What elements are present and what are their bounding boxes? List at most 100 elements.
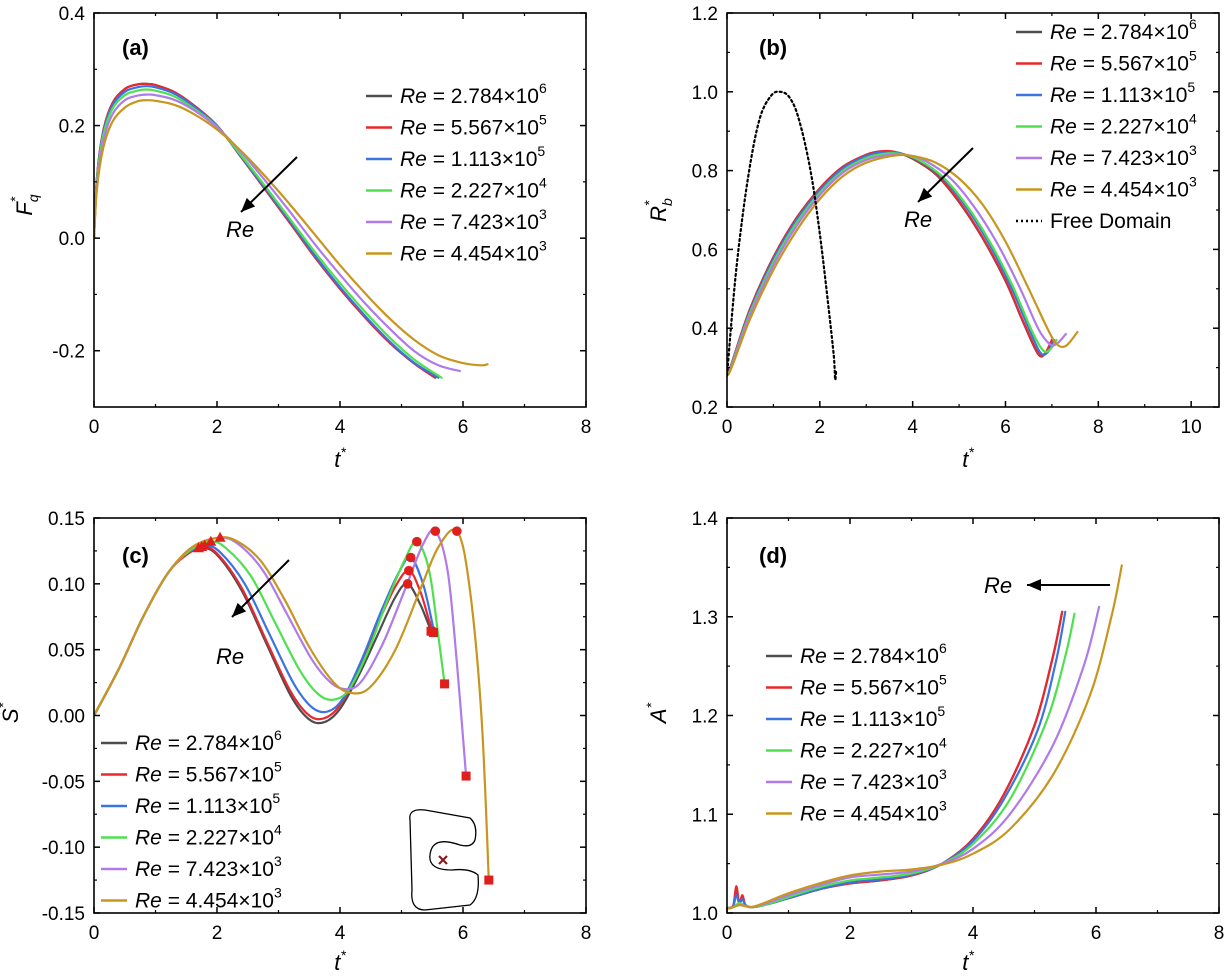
inset-outline: [409, 809, 479, 911]
y-tick-label: -0.2: [52, 342, 85, 363]
x-tick-label: 2: [212, 923, 223, 944]
triangle-marker: [205, 535, 217, 546]
x-tick-label: 10: [1181, 417, 1202, 438]
legend-entry-1: Re = 5.567×105: [400, 112, 547, 140]
legend-entry-3: Re = 2.227×104: [1050, 111, 1197, 139]
y-tick-label: -0.15: [42, 904, 85, 925]
y-tick-label: 0.05: [48, 641, 85, 662]
x-tick-label: 0: [722, 417, 733, 438]
x-axis-label: t*: [962, 444, 974, 472]
circle-marker: [412, 536, 422, 547]
y-axis-label: Rb*: [641, 198, 675, 222]
y-tick-label: 1.0: [692, 83, 718, 104]
square-marker: [484, 875, 494, 885]
y-tick-label: 0.8: [692, 162, 718, 183]
square-marker: [428, 628, 438, 638]
x-tick-label: 2: [212, 417, 223, 438]
y-tick-label: 1.3: [692, 608, 718, 629]
markers-group: [193, 526, 494, 885]
x-tick-label: 8: [581, 923, 592, 944]
series-line-6: [727, 90, 838, 381]
y-tick-label: -0.05: [42, 772, 85, 793]
y-tick-label: 0.2: [59, 117, 85, 138]
legend-entry-4: Re = 7.423×103: [1050, 142, 1197, 170]
circle-marker: [402, 579, 413, 589]
legend: Re = 2.784×106 Re = 5.567×105 Re = 1.113×1…: [101, 727, 282, 913]
square-marker: [440, 679, 450, 689]
legend-entry-1: Re = 5.567×105: [800, 672, 947, 700]
panel-d: 0 2 4 6 8 1.0 1.1 1.2 1.3 1.4 t* A* (d) Re = 2.784×10…: [643, 509, 1224, 975]
legend-entry-3: Re = 2.227×104: [800, 735, 947, 763]
legend-entry-4: Re = 7.423×103: [800, 766, 947, 794]
x-tick-label: 4: [335, 417, 346, 438]
y-tick-label: 0.6: [692, 240, 718, 261]
circle-marker: [452, 526, 462, 536]
y-tick-label: 0.4: [692, 319, 719, 340]
y-tick-label: 0.00: [48, 707, 85, 728]
legend-entry-3: Re = 2.227×104: [135, 822, 282, 850]
series-line-3: [94, 88, 443, 379]
x-axis-label: t*: [334, 947, 346, 975]
y-tick-label: 1.2: [692, 707, 718, 728]
x-tick-label: 4: [335, 923, 346, 944]
axes-frame: [93, 517, 587, 914]
y-axis-label: Fq*: [7, 194, 41, 215]
series-group: [727, 90, 1079, 381]
legend-entry-5: Re = 4.454×103: [135, 885, 282, 913]
re-annotation: Re: [984, 573, 1012, 598]
legend-entry-1: Re = 5.567×105: [1050, 48, 1197, 76]
circle-marker: [404, 565, 414, 576]
legend-entry-2: Re = 1.113×105: [1050, 79, 1195, 107]
panel-label: (a): [122, 35, 149, 60]
re-annotation: Re: [216, 644, 244, 669]
x-tick-label: 8: [1093, 417, 1104, 438]
x-tick-label: 6: [458, 417, 469, 438]
circle-marker: [430, 526, 441, 536]
y-tick-label: 0.2: [692, 398, 718, 419]
y-tick-label: 0.10: [48, 575, 85, 596]
legend-entry-2: Re = 1.113×105: [400, 143, 545, 171]
panel-a: 0 2 4 6 8 -0.2 0.0 0.2 0.4 t* Fq* (a) Re = 2.784×106…: [7, 4, 591, 472]
legend-entry-2: Re = 1.113×105: [135, 790, 280, 818]
x-tick-label: 2: [845, 923, 856, 944]
x-tick-label: 2: [815, 417, 826, 438]
triangle-marker: [199, 539, 211, 550]
re-arrow-head: [1027, 579, 1041, 591]
series-line-5: [94, 99, 489, 367]
circle-marker: [405, 552, 416, 563]
panel-label: (b): [759, 35, 787, 60]
y-tick-label: -0.10: [42, 838, 85, 859]
y-tick-label: 0.15: [48, 509, 85, 530]
series-line-4: [94, 93, 461, 373]
x-tick-label: 8: [1214, 923, 1225, 944]
x-tick-label: 8: [581, 417, 592, 438]
legend-entry-0: Re = 2.784×106: [135, 727, 282, 755]
series-group: [94, 528, 490, 882]
y-tick-label: 1.4: [692, 509, 719, 530]
inset-shape: [409, 809, 479, 911]
legend: Re = 2.784×106 Re = 5.567×105 Re = 1.113×1…: [1016, 16, 1197, 233]
x-tick-label: 0: [89, 417, 100, 438]
legend-entry-0: Re = 2.784×106: [800, 640, 947, 668]
x-tick-label: 4: [907, 417, 918, 438]
series-group: [94, 82, 489, 379]
x-tick-label: 6: [458, 923, 469, 944]
x-tick-label: 6: [1091, 923, 1102, 944]
series-line-4: [727, 153, 1067, 377]
y-tick-label: 0.0: [59, 229, 85, 250]
re-arrow-head: [241, 197, 256, 212]
legend-entry-6: Free Domain: [1050, 210, 1171, 233]
legend-entry-0: Re = 2.784×106: [400, 80, 547, 108]
x-tick-label: 4: [968, 923, 979, 944]
inset-cross-b: [438, 855, 448, 865]
series-line-5: [727, 153, 1079, 377]
y-tick-label: 1.2: [692, 4, 718, 25]
x-tick-label: 0: [722, 923, 733, 944]
legend: Re = 2.784×106 Re = 5.567×105 Re = 1.113×1…: [366, 80, 547, 266]
series-line-2: [94, 85, 440, 379]
re-arrow-head: [232, 602, 247, 617]
series-line-5: [727, 564, 1123, 910]
square-marker: [461, 771, 471, 781]
triangle-marker: [214, 531, 226, 542]
